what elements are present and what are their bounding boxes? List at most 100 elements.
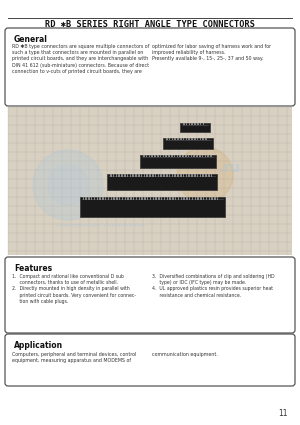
Bar [146,174,148,176]
Bar [155,174,156,176]
Bar [132,174,134,176]
Text: RD ✱B SERIES RIGHT ANGLE TYPE CONNECTORS: RD ✱B SERIES RIGHT ANGLE TYPE CONNECTORS [45,20,255,28]
Bar [110,174,112,176]
Bar [82,197,84,199]
Text: 11: 11 [278,409,288,418]
Bar [166,138,167,140]
Bar [197,174,198,176]
Bar [183,122,184,125]
Bar [172,174,173,176]
Bar [196,155,198,157]
Bar [200,197,202,199]
Bar [194,138,196,140]
Text: электронные  компоненты: электронные компоненты [56,223,145,227]
Bar [202,138,204,140]
Text: 4.  UL approved plastics resin provides superior heat
     resistance and chemic: 4. UL approved plastics resin provides s… [152,286,273,298]
Bar [97,197,98,199]
Bar [135,174,137,176]
Bar [208,174,209,176]
Bar [211,197,213,199]
Bar [91,197,92,199]
Bar [160,155,161,157]
Bar [99,197,101,199]
Bar [180,138,182,140]
Bar [179,155,181,157]
Text: Features: Features [14,264,52,273]
Bar [107,174,217,190]
Bar [191,122,193,125]
Bar [200,122,201,125]
Bar [169,174,170,176]
Bar [85,197,87,199]
Bar [181,197,182,199]
Bar [105,197,106,199]
Bar [178,197,179,199]
Bar [172,138,173,140]
Bar [144,174,145,176]
Bar [127,174,128,176]
Bar [208,197,210,199]
Bar [180,122,210,131]
Bar [197,197,199,199]
Bar [163,138,213,148]
Circle shape [33,150,103,220]
Circle shape [48,165,88,205]
Bar [157,155,158,157]
Bar [174,138,176,140]
Bar [158,174,159,176]
Bar [94,197,95,199]
Bar [194,197,196,199]
Bar [189,197,190,199]
Bar [138,174,140,176]
Bar [165,155,167,157]
Bar [8,107,292,255]
Bar [186,122,187,125]
Bar [185,155,187,157]
Bar [189,122,190,125]
Bar [108,197,109,199]
Bar [152,155,153,157]
Bar [124,174,125,176]
Bar [188,155,189,157]
Bar [192,197,193,199]
Bar [147,197,148,199]
FancyBboxPatch shape [5,257,295,333]
Bar [205,174,207,176]
Bar [194,174,196,176]
Bar [172,197,174,199]
Bar [150,197,151,199]
Bar [177,138,179,140]
Bar [152,174,154,176]
Bar [110,197,112,199]
Bar [140,155,216,167]
Bar [186,197,188,199]
Bar [143,155,145,157]
Bar [175,197,176,199]
Bar [191,174,193,176]
Bar [141,197,143,199]
Bar [190,155,192,157]
Bar [197,122,199,125]
Bar [144,197,146,199]
Bar [102,197,104,199]
Bar [148,155,150,157]
FancyBboxPatch shape [5,28,295,106]
Bar [183,138,184,140]
Bar [194,122,196,125]
Bar [188,174,190,176]
Bar [155,197,157,199]
Text: .ru: .ru [219,161,241,175]
Bar [167,197,168,199]
Bar [136,197,137,199]
Bar [152,197,154,199]
Circle shape [177,147,233,203]
Bar [205,138,207,140]
Bar [124,197,126,199]
Bar [141,174,142,176]
Bar [174,174,176,176]
Bar [183,174,184,176]
Bar [207,155,209,157]
Bar [197,138,198,140]
Bar [154,155,156,157]
Bar [205,155,206,157]
